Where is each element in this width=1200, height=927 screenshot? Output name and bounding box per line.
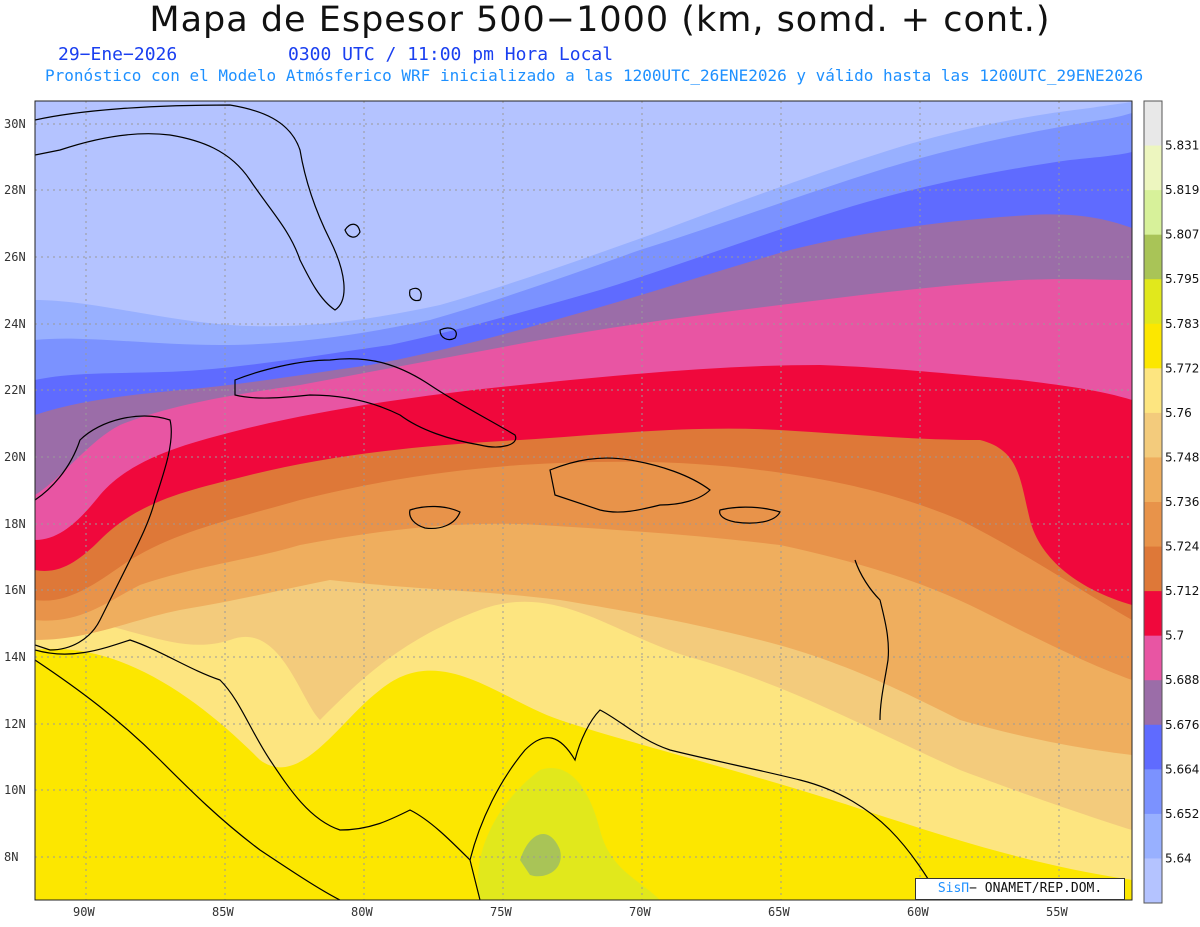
colorbar-swatch <box>1144 190 1162 236</box>
colorbar-swatch <box>1144 635 1162 681</box>
colorbar-swatch <box>1144 591 1162 637</box>
colorbar-swatch <box>1144 813 1162 859</box>
colorbar-swatch <box>1144 858 1162 904</box>
colorbar-swatch <box>1144 279 1162 325</box>
lat-label: 18N <box>4 517 26 531</box>
lon-label: 60W <box>907 905 929 919</box>
lat-label: 28N <box>4 183 26 197</box>
colorbar-swatch <box>1144 412 1162 458</box>
colorbar-label: 5.7 <box>1165 629 1184 643</box>
colorbar: 5.831 5.819 5.807 5.795 5.783 5.772 5.76 5.748 5… <box>1143 100 1199 904</box>
colorbar-label: 5.772 <box>1165 361 1199 375</box>
colorbar-label: 5.712 <box>1165 584 1199 598</box>
coastlines <box>35 104 941 900</box>
colorbar-swatch <box>1144 145 1162 191</box>
colorbar-label: 5.783 <box>1165 317 1199 331</box>
colorbar-label: 5.664 <box>1165 762 1199 776</box>
colorbar-label: 5.676 <box>1165 718 1199 732</box>
credit-text: − ONAMET/REP.DOM. <box>969 881 1103 896</box>
lat-axis: 30N 28N 26N 24N 22N 20N 18N 16N 14N 12N … <box>4 117 26 864</box>
lat-label: 22N <box>4 383 26 397</box>
colorbar-label: 5.76 <box>1165 406 1192 420</box>
lat-label: 20N <box>4 450 26 464</box>
colorbar-label: 5.652 <box>1165 807 1199 821</box>
lon-label: 65W <box>768 905 790 919</box>
lat-label: 30N <box>4 117 26 131</box>
lon-axis: 90W 85W 80W 75W 70W 65W 60W 55W <box>73 905 1068 919</box>
colorbar-swatch <box>1144 457 1162 503</box>
lat-label: 14N <box>4 650 26 664</box>
colorbar-label: 5.64 <box>1165 851 1192 865</box>
lat-label: 16N <box>4 583 26 597</box>
lat-lon-grid <box>35 101 1132 900</box>
colorbar-label: 5.736 <box>1165 495 1199 509</box>
lon-label: 80W <box>351 905 373 919</box>
credit-box: SisΠ− ONAMET/REP.DOM. <box>915 878 1125 900</box>
colorbar-swatch <box>1144 234 1162 280</box>
lat-label: 24N <box>4 317 26 331</box>
colorbar-label: 5.819 <box>1165 183 1199 197</box>
colorbar-label: 5.831 <box>1165 139 1199 153</box>
colorbar-swatch <box>1144 101 1162 147</box>
lat-label: 12N <box>4 717 26 731</box>
colorbar-label: 5.807 <box>1165 228 1199 242</box>
colorbar-label: 5.748 <box>1165 450 1199 464</box>
lat-label: 10N <box>4 783 26 797</box>
map-frame <box>34 100 1133 901</box>
lon-label: 55W <box>1046 905 1068 919</box>
sispi-logo: SisΠ <box>937 881 970 896</box>
forecast-date: 29−Ene−2026 <box>58 44 178 65</box>
forecast-time: 0300 UTC / 11:00 pm Hora Local <box>288 44 614 65</box>
lat-label: 26N <box>4 250 26 264</box>
lat-label: 8N <box>4 850 18 864</box>
lon-label: 90W <box>73 905 95 919</box>
colorbar-swatch <box>1144 724 1162 770</box>
lon-label: 85W <box>212 905 234 919</box>
colorbar-label: 5.688 <box>1165 673 1199 687</box>
colorbar-swatch <box>1144 769 1162 815</box>
colorbar-swatch <box>1144 502 1162 548</box>
colorbar-label: 5.795 <box>1165 272 1199 286</box>
colorbar-swatch <box>1144 546 1162 592</box>
colorbar-frame <box>1143 100 1163 904</box>
colorbar-label: 5.724 <box>1165 540 1199 554</box>
lon-label: 70W <box>629 905 651 919</box>
lon-label: 75W <box>490 905 512 919</box>
colorbar-swatch <box>1144 680 1162 726</box>
colorbar-swatch <box>1144 368 1162 414</box>
map-title: Mapa de Espesor 500−1000 (km, somd. + co… <box>149 0 1051 40</box>
thickness-bands <box>35 101 1132 900</box>
colorbar-swatch <box>1144 323 1162 369</box>
model-info: Pronóstico con el Modelo Atmósferico WRF… <box>45 66 1144 85</box>
